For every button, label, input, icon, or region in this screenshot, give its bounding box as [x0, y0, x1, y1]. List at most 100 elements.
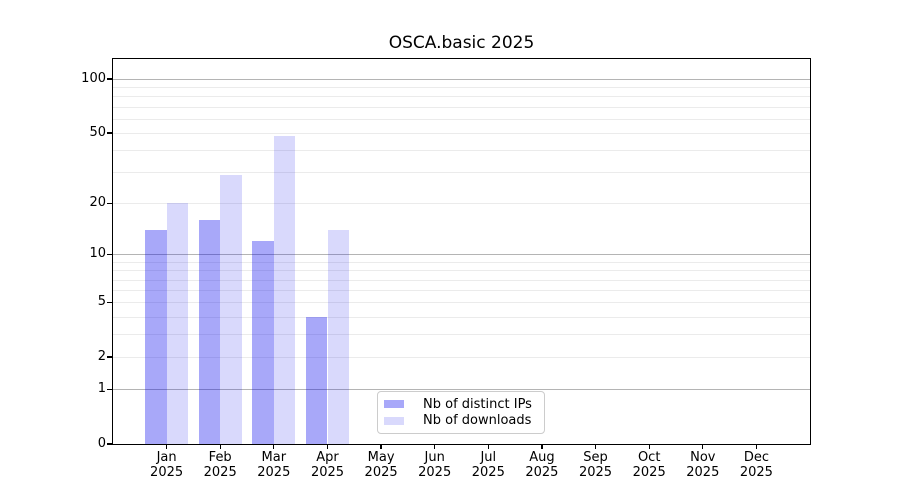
x-tick-mark [326, 444, 329, 449]
x-tick-label: Nov 2025 [673, 450, 733, 480]
bar-nb-of-distinct-ips-mar [252, 241, 274, 444]
x-tick-label: Dec 2025 [726, 450, 786, 480]
y-tick-label: 10 [89, 246, 106, 262]
gridline-minor [113, 279, 810, 281]
legend-swatch-distinct-ips [384, 400, 404, 409]
gridline-minor [113, 133, 810, 134]
x-tick-year: 2025 [257, 465, 291, 480]
x-tick-month: Dec [743, 450, 769, 465]
x-tick-month: Apr [316, 450, 339, 465]
x-tick-mark [434, 444, 436, 449]
x-tick-label: Jan 2025 [137, 450, 197, 480]
x-tick-year: 2025 [471, 465, 505, 480]
x-tick-month: Nov [690, 450, 716, 465]
x-tick-mark [219, 444, 221, 449]
x-tick-mark [702, 444, 704, 449]
legend-item-distinct-ips: Nb of distinct IPs [384, 396, 540, 413]
y-tick-mark [107, 356, 113, 358]
y-tick-mark [107, 443, 113, 445]
x-tick-label: Feb 2025 [190, 450, 250, 480]
x-tick-year: 2025 [203, 465, 237, 480]
y-tick-label: 50 [89, 125, 106, 140]
gridline-major [113, 79, 810, 80]
gridline-minor [113, 290, 810, 292]
gridline-minor [113, 270, 810, 272]
bar-nb-of-distinct-ips-apr [306, 316, 328, 444]
bar-nb-of-downloads-feb [220, 175, 242, 444]
gridline-minor [113, 334, 810, 336]
gridline-minor [113, 261, 810, 263]
gridline-minor [113, 96, 810, 98]
y-tick-label: 1 [97, 381, 106, 397]
legend: Nb of distinct IPs Nb of downloads [377, 391, 545, 434]
bar-nb-of-downloads-mar [273, 136, 296, 444]
plot-border [111, 57, 812, 446]
gridline-minor [113, 106, 810, 108]
x-tick-month: Aug [529, 450, 555, 465]
y-tick-mark [107, 132, 113, 134]
gridline-minor [113, 150, 810, 152]
gridline-minor [113, 172, 810, 174]
x-tick-month: Sep [583, 450, 608, 465]
x-tick-year: 2025 [150, 465, 184, 480]
plot-area [113, 59, 810, 444]
chart-title: OSCA.basic 2025 [388, 33, 535, 53]
x-tick-mark [594, 444, 597, 449]
gridline-major [113, 389, 810, 391]
bar-nb-of-downloads-jan [166, 203, 188, 444]
x-tick-label: Sep 2025 [566, 450, 626, 480]
bar-nb-of-downloads-apr [327, 229, 349, 444]
x-tick-label: Oct 2025 [619, 450, 679, 480]
y-tick-mark [107, 253, 113, 255]
x-tick-month: Jan [156, 450, 177, 465]
x-tick-month: Feb [208, 450, 232, 465]
x-tick-month: May [367, 450, 395, 465]
x-tick-month: Mar [261, 450, 287, 465]
x-tick-mark [380, 444, 382, 449]
bar-nb-of-distinct-ips-jan [145, 229, 167, 444]
x-tick-mark [755, 444, 758, 449]
x-tick-year: 2025 [418, 465, 452, 480]
legend-label-distinct-ips: Nb of distinct IPs [423, 396, 532, 412]
y-tick-mark [107, 78, 113, 80]
x-tick-year: 2025 [578, 465, 613, 480]
x-tick-year: 2025 [525, 465, 559, 480]
y-tick-label: 100 [81, 71, 106, 86]
gridline-minor [113, 118, 810, 120]
gridline-major [113, 254, 810, 256]
x-tick-month: Oct [637, 450, 661, 465]
x-tick-label: Jul 2025 [458, 450, 518, 480]
x-tick-year: 2025 [739, 465, 773, 480]
x-tick-mark [273, 444, 275, 449]
x-tick-year: 2025 [364, 465, 398, 480]
y-tick-label: 0 [97, 436, 106, 451]
gridline-minor [113, 87, 810, 89]
y-tick-mark [107, 202, 113, 204]
x-tick-label: Mar 2025 [244, 450, 304, 480]
legend-label-downloads: Nb of downloads [423, 413, 532, 429]
x-tick-mark [165, 444, 168, 449]
x-tick-year: 2025 [310, 465, 345, 480]
y-tick-label: 5 [97, 294, 106, 310]
legend-item-downloads: Nb of downloads [384, 413, 540, 430]
y-tick-mark [107, 388, 113, 390]
gridline-minor [113, 203, 810, 205]
x-tick-mark [487, 444, 489, 449]
y-tick-label: 2 [97, 349, 106, 365]
legend-swatch-downloads [384, 416, 404, 425]
x-tick-mark [541, 444, 543, 449]
bar-nb-of-distinct-ips-feb [198, 219, 221, 444]
x-tick-year: 2025 [632, 465, 666, 480]
gridline-minor [113, 316, 810, 318]
x-tick-label: Apr 2025 [298, 450, 358, 480]
x-tick-label: Aug 2025 [512, 450, 572, 480]
x-tick-month: Jul [480, 450, 497, 465]
y-tick-label: 20 [89, 195, 106, 211]
x-tick-label: May 2025 [351, 450, 411, 480]
x-tick-month: Jun [424, 450, 445, 465]
gridline-minor [113, 302, 810, 304]
x-tick-mark [648, 444, 650, 449]
gridline-minor [113, 357, 810, 359]
x-tick-year: 2025 [686, 465, 720, 480]
